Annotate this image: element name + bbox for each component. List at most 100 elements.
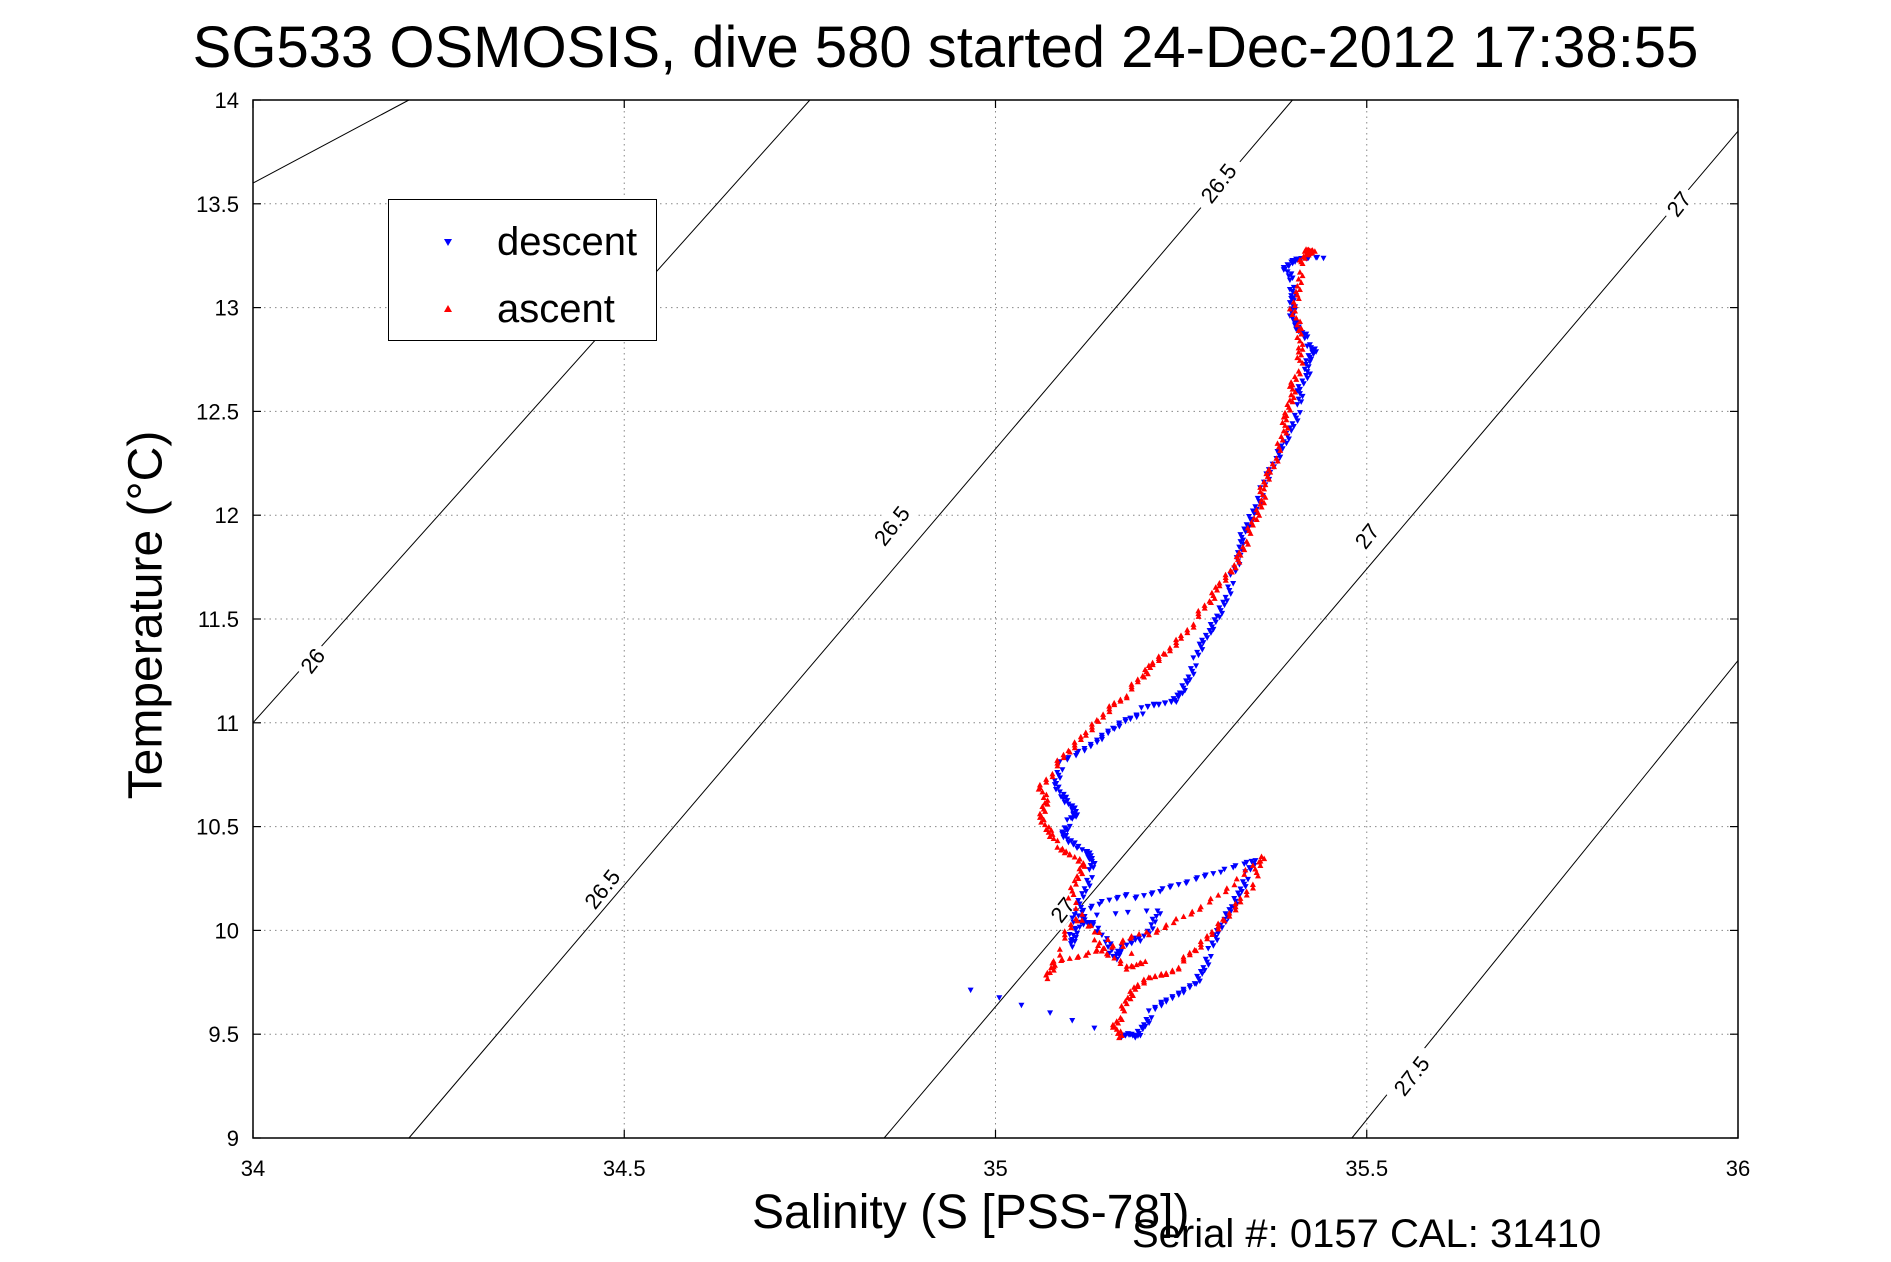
data-point-descent [1225,584,1232,590]
data-point-ascent [1190,624,1197,630]
data-point-descent [1286,286,1293,293]
data-point-descent [1148,922,1155,928]
data-point-ascent [1309,249,1316,256]
data-point-descent [1246,514,1253,520]
data-point-ascent [1069,888,1076,894]
chart-title: SG533 OSMOSIS, dive 580 started 24-Dec-2… [192,15,1699,80]
data-point-ascent [1282,409,1289,416]
data-point-ascent [1299,341,1306,347]
data-point-ascent [1173,915,1180,922]
data-point-ascent [1286,305,1293,312]
data-point-descent [1306,342,1313,348]
data-point-ascent [1073,881,1079,887]
data-point-descent [1280,265,1287,271]
data-point-descent [1117,950,1124,956]
data-point-descent [1053,786,1060,793]
data-point-descent [1190,655,1197,661]
data-point-ascent [1289,386,1296,392]
data-point-descent [1221,866,1228,873]
data-point-descent [1152,919,1159,926]
data-point-ascent [1096,939,1103,946]
data-point-descent [1226,907,1233,913]
data-point-ascent [1066,955,1073,961]
data-point-ascent [1256,512,1263,518]
data-point-ascent [1059,845,1066,852]
data-point-ascent [1254,872,1261,879]
data-point-descent [1124,909,1131,916]
data-point-ascent [1054,757,1061,763]
grid-lines [253,100,1738,1138]
data-point-descent [1107,941,1114,947]
data-point-ascent [1263,470,1270,477]
density-contours [252,99,1739,1139]
data-point-ascent [1072,905,1079,911]
data-point-ascent [1070,891,1077,897]
data-point-ascent [1279,419,1286,426]
data-point-ascent [1117,960,1124,967]
data-point-descent [1298,399,1305,405]
data-point-descent [1168,698,1175,705]
data-point-ascent [1261,485,1268,492]
data-point-descent [1083,877,1090,884]
data-point-descent [1237,532,1244,538]
data-point-descent [1087,741,1094,748]
data-point-descent [1294,402,1301,408]
data-point-ascent [1293,314,1300,321]
data-point-descent [1236,544,1243,551]
data-point-ascent [1296,357,1303,363]
data-point-ascent [1106,708,1113,715]
data-point-descent [1121,1032,1128,1038]
data-point-ascent [1184,626,1191,633]
data-point-ascent [1226,913,1233,919]
data-point-ascent [1042,821,1048,828]
data-point-ascent [1044,969,1051,976]
contour-label-bg [1381,1043,1440,1107]
serial-cal-footer: Serial #: 0157 CAL: 31410 [1132,1212,1602,1256]
triangle-up-icon [444,305,452,312]
data-point-descent [1069,915,1076,921]
data-point-ascent [1211,595,1218,601]
data-point-ascent [1257,501,1264,507]
data-point-ascent [1249,862,1256,868]
data-point-ascent [1173,636,1180,643]
data-point-ascent [1039,788,1046,795]
data-point-ascent [1279,436,1286,443]
data-point-ascent [1041,799,1048,806]
data-point-descent [1243,522,1250,528]
data-point-ascent [1106,703,1113,709]
data-point-ascent [1295,276,1302,282]
x-tick-label: 36 [1726,1156,1750,1181]
data-point-ascent [1289,398,1296,405]
contour-label-bg [290,638,333,682]
data-point-ascent [1123,966,1130,972]
data-point-ascent [1232,903,1239,910]
data-point-ascent [1044,975,1051,982]
data-point-descent [1081,745,1088,752]
data-point-ascent [1082,729,1089,735]
data-point-ascent [1088,721,1095,727]
data-point-ascent [1249,881,1256,888]
data-point-ascent [1294,354,1301,361]
data-point-ascent [1046,833,1053,839]
data-point-ascent [1095,942,1102,948]
contour-label-bg [1040,887,1083,931]
data-point-ascent [1073,899,1080,906]
data-point-ascent [1109,1021,1116,1028]
data-point-ascent [1251,515,1258,521]
data-point-descent [1246,865,1253,871]
data-point-descent [1161,700,1168,706]
data-point-ascent [1111,954,1118,961]
x-tick-label: 34 [241,1156,265,1181]
data-point-ascent [1133,961,1140,968]
data-point-ascent [1153,929,1160,935]
data-point-descent [1296,410,1303,416]
data-point-ascent [1103,950,1110,957]
data-point-ascent [1210,592,1217,599]
data-point-ascent [1257,484,1264,490]
contour-label-bg [572,856,630,920]
data-point-ascent [1289,311,1296,318]
density-contour-line [252,99,410,184]
data-point-descent [1070,932,1077,939]
data-point-ascent [1294,334,1301,340]
data-point-ascent [1162,924,1169,930]
